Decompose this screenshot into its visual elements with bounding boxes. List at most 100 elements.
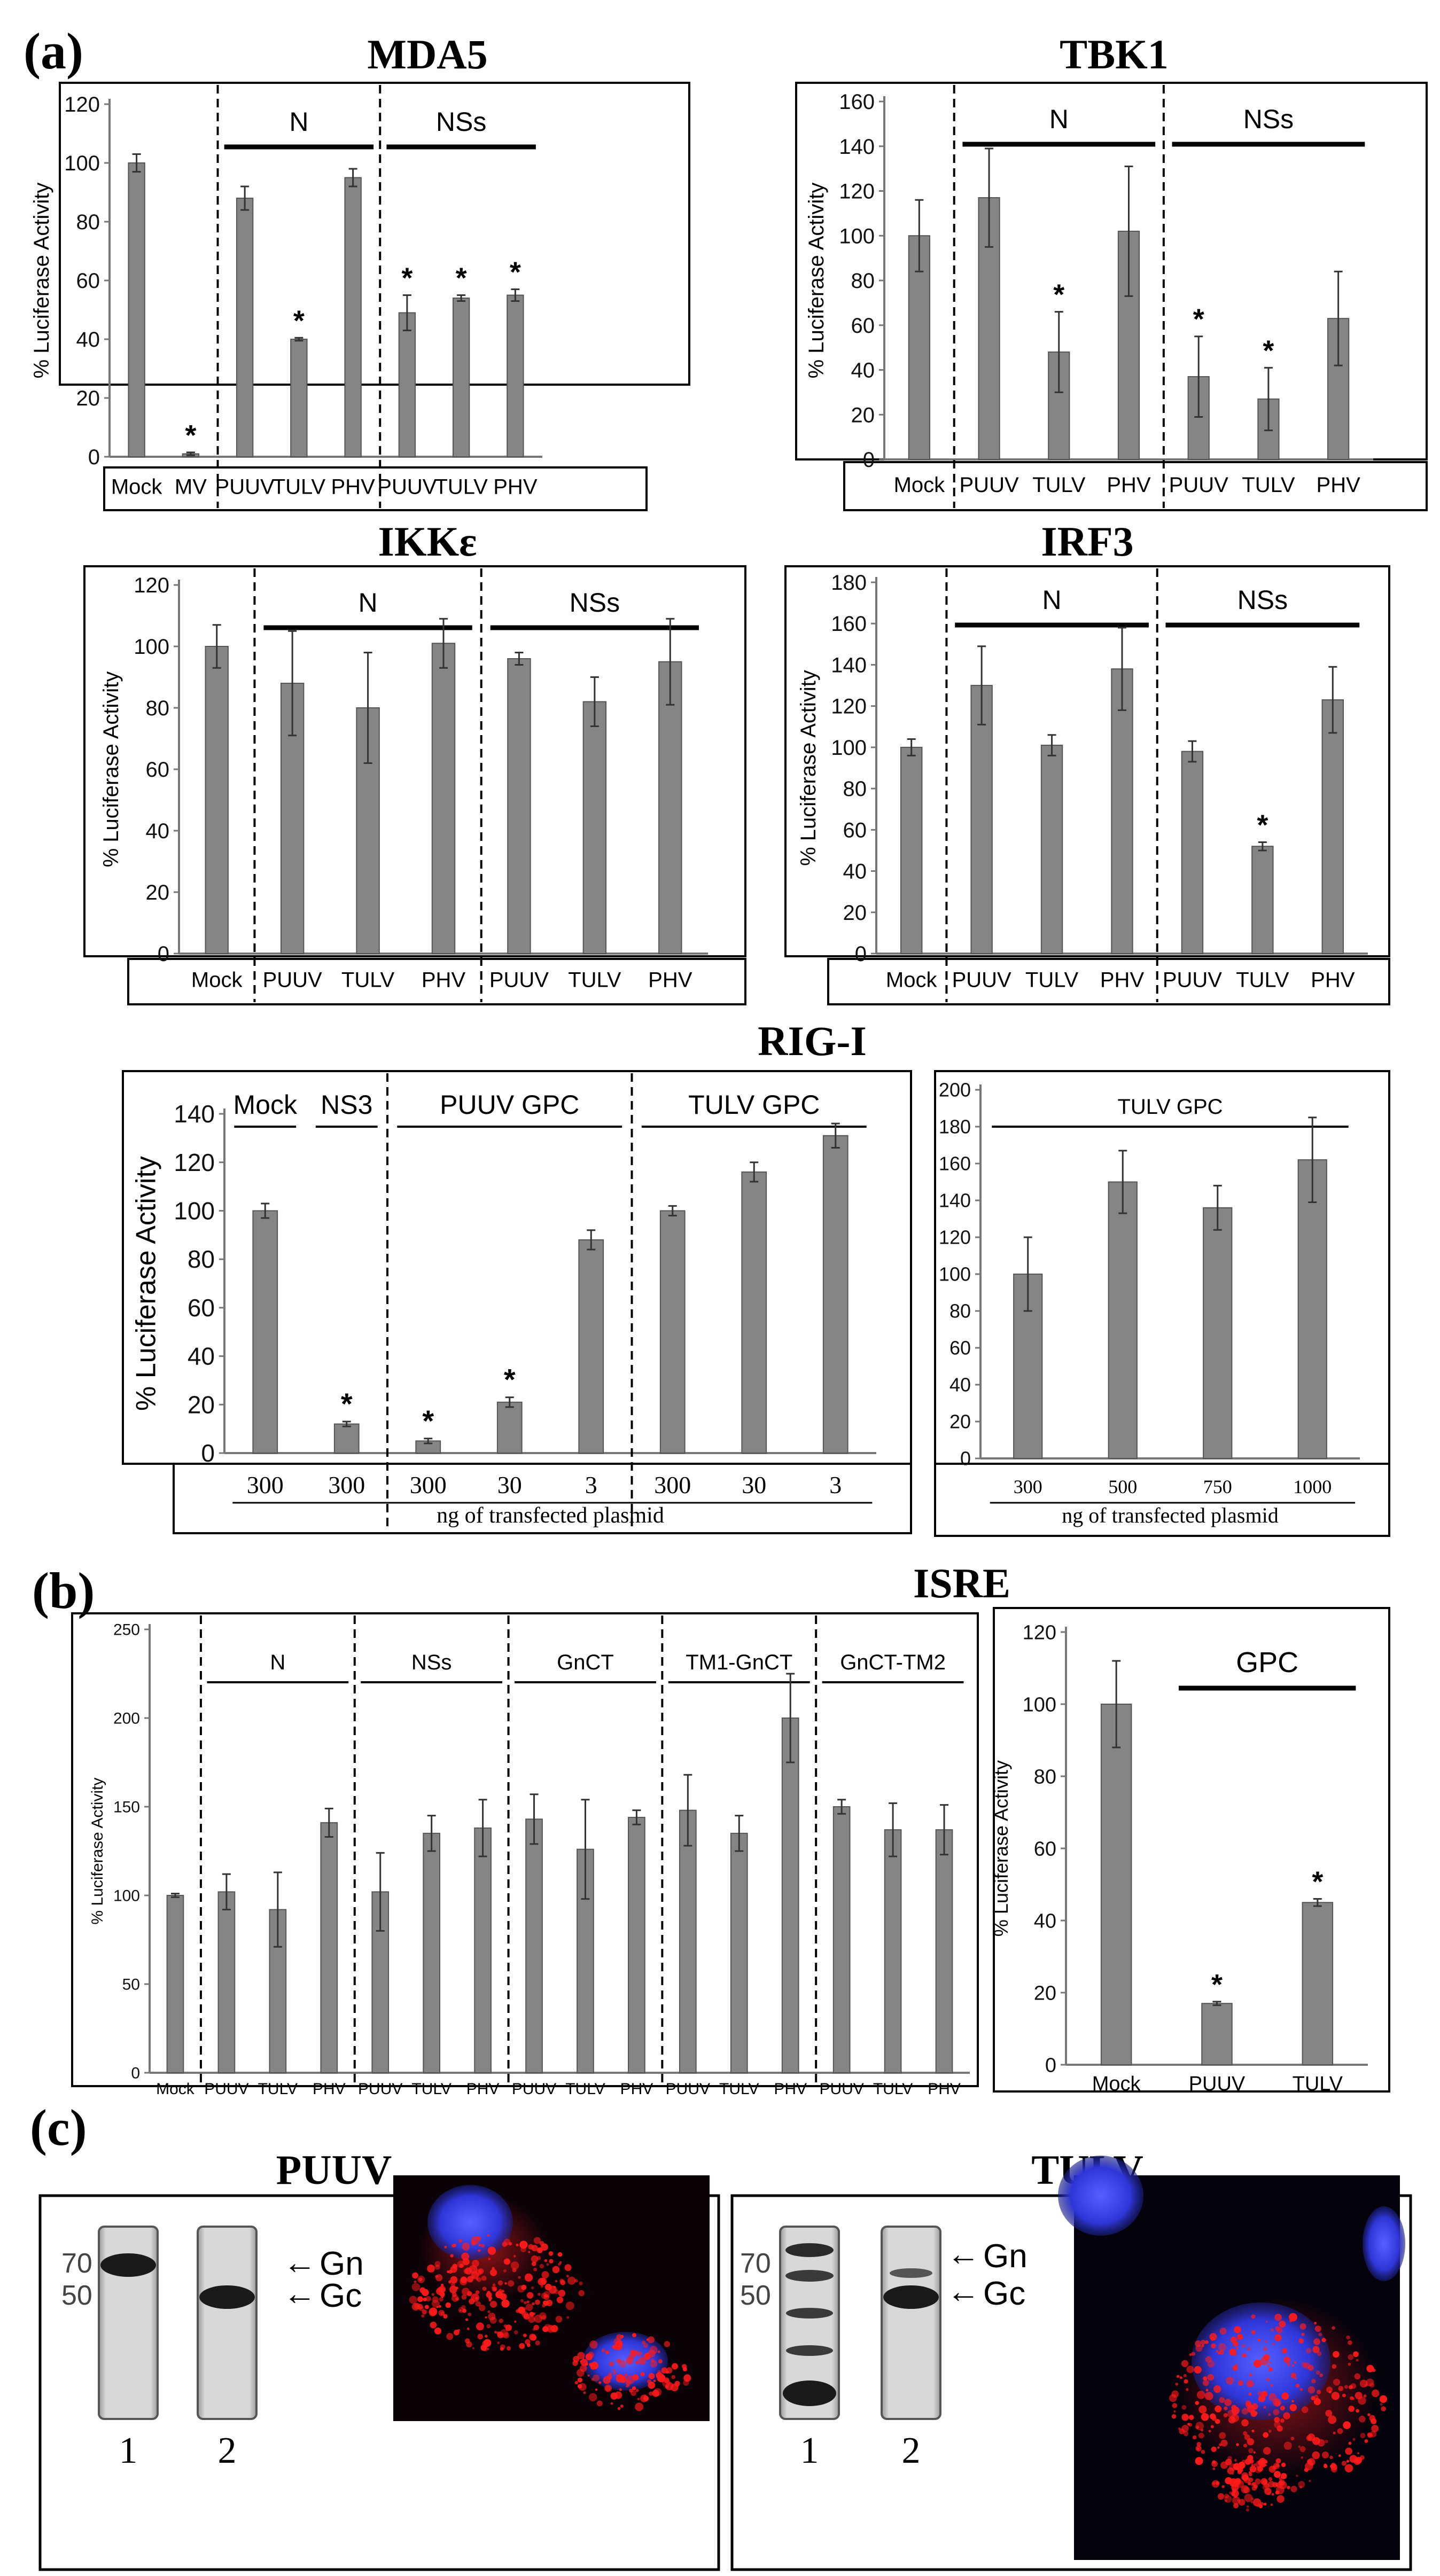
fluorescence-spot — [430, 2321, 437, 2329]
fluorescence-spot — [477, 2333, 484, 2340]
fluorescence-spot — [1251, 2464, 1254, 2466]
fluorescence-spot — [1275, 2458, 1281, 2464]
significance-marker: * — [504, 1363, 516, 1396]
bar — [900, 746, 923, 955]
fluorescence-spot — [550, 2325, 558, 2332]
chart-title: RIG-I — [758, 1018, 867, 1064]
fluorescence-spot — [447, 2270, 450, 2274]
fluorescence-spot — [1281, 2462, 1286, 2468]
tulv-lane-1-label: 1 — [800, 2430, 819, 2471]
fluorescence-spot — [1195, 2345, 1203, 2352]
fluorescence-spot — [475, 2301, 481, 2307]
fluorescence-spot — [445, 2302, 451, 2308]
fluorescence-spot — [635, 2402, 644, 2411]
y-tick-label: 40 — [1034, 1910, 1056, 1932]
x-tick-label: PHV — [620, 2080, 653, 2098]
fluorescence-spot — [1353, 2457, 1361, 2465]
y-tick-label: 60 — [188, 1294, 215, 1322]
fluorescence-spot — [1248, 2448, 1254, 2454]
fluorescence-spot — [1266, 2378, 1270, 2382]
x-tick-label: PHV — [928, 2080, 961, 2098]
chart-rigi: RIG-I 0 20 40 60 80 100 120 140 % Luciferase Acti… — [122, 1018, 912, 1534]
fluorescence-spot — [1294, 2361, 1297, 2364]
fluorescence-spot — [619, 2388, 622, 2391]
puuv-frame — [38, 2194, 720, 2571]
fluorescence-spot — [498, 2289, 503, 2293]
bar — [474, 1827, 492, 2074]
x-tick-label: 1000 — [1293, 1476, 1332, 1497]
fluorescence-spot — [1204, 2392, 1213, 2400]
x-tick-label: PHV — [331, 475, 376, 499]
fluorescence-spot — [542, 2300, 548, 2305]
x-tick-label: PHV — [1317, 473, 1361, 497]
fluorescence-spot — [482, 2286, 487, 2291]
fluorescence-spot — [434, 2327, 441, 2335]
fluorescence-spot — [1241, 2344, 1246, 2348]
fluorescence-spot — [1275, 2326, 1280, 2331]
fluorescence-spot — [1353, 2351, 1358, 2355]
x-tick-label: PHV — [493, 475, 538, 499]
fluorescence-spot — [620, 2335, 624, 2338]
fluorescence-spot — [555, 2315, 563, 2323]
x-tick-label: PUUV — [263, 969, 322, 992]
tulv-lane-1-band-d — [786, 2345, 833, 2356]
fluorescence-spot — [1268, 2367, 1273, 2372]
significance-marker: * — [1053, 279, 1064, 311]
bar — [822, 1135, 849, 1454]
fluorescence-spot — [488, 2313, 496, 2321]
y-tick-label: 100 — [939, 1263, 971, 1285]
y-tick-label: 100 — [839, 224, 875, 248]
fluorescence-spot — [657, 2350, 660, 2353]
fluorescence-spot — [457, 2260, 465, 2268]
fluorescence-spot — [605, 2350, 610, 2354]
puuv-marker-50: 50 — [61, 2280, 92, 2311]
fluorescence-spot — [432, 2296, 439, 2303]
fluorescence-spot — [1306, 2435, 1312, 2441]
fluorescence-spot — [499, 2319, 503, 2323]
fluorescence-spot — [1201, 2344, 1204, 2347]
y-tick-label: 0 — [131, 2065, 140, 2082]
fluorescence-spot — [616, 2359, 621, 2364]
puuv-gn-label: Gn — [320, 2245, 364, 2282]
bar — [398, 312, 416, 457]
fluorescence-spot — [514, 2320, 517, 2323]
fluorescence-spot — [1345, 2447, 1353, 2455]
fluorescence-spot — [546, 2263, 549, 2266]
group-label: NSs — [1237, 585, 1288, 615]
fluorescence-spot — [1219, 2397, 1225, 2403]
fluorescence-spot — [1220, 2439, 1228, 2447]
fluorescence-spot — [552, 2266, 560, 2274]
fluorescence-spot — [557, 2252, 563, 2257]
bar — [507, 658, 531, 954]
fluorescence-spot — [573, 2355, 580, 2363]
fluorescence-spot — [1359, 2415, 1366, 2423]
fluorescence-spot — [460, 2276, 468, 2283]
significance-marker: * — [1257, 809, 1268, 841]
x-tick-label: Mock — [886, 969, 938, 992]
y-tick-label: 60 — [76, 269, 100, 293]
fluorescence-spot — [617, 2407, 621, 2410]
x-tick-label: 30 — [497, 1471, 522, 1498]
fluorescence-spot — [1176, 2375, 1180, 2378]
fluorescence-spot — [542, 2326, 549, 2332]
y-axis-label: % Luciferase Activity — [805, 183, 828, 379]
puuv-lane-2-label: 2 — [218, 2430, 237, 2471]
x-label-box — [827, 958, 1390, 1005]
significance-marker: * — [456, 262, 467, 294]
x-tick-label: TULV — [1242, 473, 1295, 497]
panel-a-label: (a) — [24, 22, 83, 80]
bar — [578, 1239, 604, 1454]
fluorescence-spot — [431, 2293, 435, 2296]
fluorescence-spot — [1212, 2460, 1216, 2464]
x-tick-label: PUUV — [377, 475, 437, 499]
fluorescence-spot — [671, 2375, 675, 2379]
y-tick-label: 160 — [939, 1153, 971, 1175]
fluorescence-spot — [1289, 2403, 1297, 2411]
fluorescence-spot — [1228, 2416, 1236, 2424]
fluorescence-spot — [1244, 2434, 1250, 2440]
fluorescence-spot — [1346, 2460, 1350, 2463]
fluorescence-spot — [1234, 2353, 1237, 2356]
fluorescence-spot — [1211, 2416, 1217, 2421]
fluorescence-spot — [418, 2277, 423, 2282]
fluorescence-spot — [1272, 2481, 1278, 2488]
